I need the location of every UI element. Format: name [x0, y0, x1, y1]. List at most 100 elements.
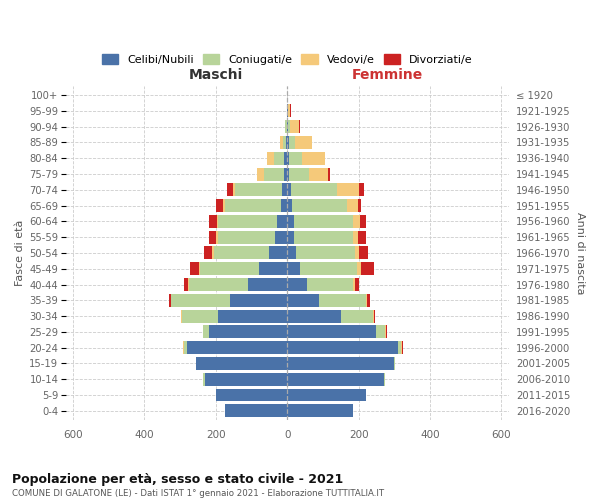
Bar	[281, 199, 287, 212]
Bar	[385, 326, 386, 338]
Bar	[230, 294, 287, 307]
Text: Femmine: Femmine	[352, 68, 423, 82]
Bar	[287, 357, 394, 370]
Bar	[227, 184, 233, 196]
Bar	[200, 262, 259, 275]
Bar	[199, 262, 200, 275]
Bar	[289, 168, 308, 180]
Bar	[275, 230, 287, 243]
Bar	[248, 278, 287, 291]
Text: Popolazione per età, sesso e stato civile - 2021: Popolazione per età, sesso e stato civil…	[12, 472, 343, 486]
Bar	[299, 120, 300, 133]
Bar	[300, 262, 357, 275]
Bar	[287, 199, 292, 212]
Bar	[203, 326, 209, 338]
Bar	[181, 310, 182, 322]
Bar	[307, 278, 353, 291]
Bar	[184, 341, 187, 354]
Bar	[266, 152, 274, 164]
Bar	[293, 215, 353, 228]
Bar	[203, 373, 205, 386]
Bar	[290, 120, 299, 133]
Bar	[359, 246, 368, 260]
Bar	[225, 404, 287, 417]
Bar	[287, 168, 289, 180]
Bar	[284, 168, 287, 180]
Y-axis label: Anni di nascita: Anni di nascita	[575, 212, 585, 294]
Bar	[286, 136, 287, 149]
Bar	[170, 294, 171, 307]
Bar	[205, 373, 287, 386]
Bar	[287, 184, 291, 196]
Bar	[289, 104, 290, 118]
Bar	[341, 310, 373, 322]
Bar	[187, 341, 287, 354]
Bar	[402, 341, 403, 354]
Bar	[289, 136, 295, 149]
Bar	[209, 215, 217, 228]
Bar	[353, 278, 355, 291]
Y-axis label: Fasce di età: Fasce di età	[15, 220, 25, 286]
Bar	[287, 278, 307, 291]
Bar	[401, 341, 402, 354]
Bar	[347, 199, 358, 212]
Bar	[355, 246, 359, 260]
Bar	[383, 373, 385, 386]
Bar	[287, 246, 296, 260]
Bar	[205, 246, 212, 260]
Bar	[171, 294, 230, 307]
Bar	[264, 168, 284, 180]
Bar	[386, 326, 387, 338]
Bar	[291, 184, 337, 196]
Bar	[218, 230, 275, 243]
Bar	[287, 294, 319, 307]
Bar	[282, 184, 287, 196]
Bar	[287, 120, 289, 133]
Bar	[189, 278, 248, 291]
Bar	[218, 310, 287, 322]
Bar	[290, 104, 291, 118]
Bar	[376, 326, 385, 338]
Bar	[274, 152, 284, 164]
Bar	[296, 246, 355, 260]
Bar	[308, 168, 328, 180]
Bar	[218, 215, 277, 228]
Bar	[295, 230, 353, 243]
Bar	[374, 310, 375, 322]
Bar	[182, 310, 218, 322]
Bar	[311, 136, 312, 149]
Bar	[287, 262, 300, 275]
Bar	[357, 262, 361, 275]
Bar	[217, 215, 218, 228]
Bar	[287, 230, 295, 243]
Bar	[183, 341, 184, 354]
Bar	[257, 168, 264, 180]
Bar	[169, 294, 170, 307]
Bar	[209, 230, 216, 243]
Bar	[358, 199, 361, 212]
Bar	[302, 152, 325, 164]
Bar	[286, 120, 287, 133]
Bar	[398, 341, 401, 354]
Bar	[259, 262, 287, 275]
Bar	[361, 262, 374, 275]
Bar	[233, 184, 235, 196]
Bar	[280, 136, 283, 149]
Bar	[214, 246, 269, 260]
Bar	[287, 388, 366, 402]
Legend: Celibi/Nubili, Coniugati/e, Vedovi/e, Divorziati/e: Celibi/Nubili, Coniugati/e, Vedovi/e, Di…	[98, 51, 476, 68]
Bar	[287, 341, 398, 354]
Bar	[277, 215, 287, 228]
Bar	[394, 357, 395, 370]
Bar	[269, 246, 287, 260]
Bar	[287, 326, 376, 338]
Bar	[295, 136, 311, 149]
Bar	[287, 310, 341, 322]
Bar	[190, 262, 199, 275]
Bar	[287, 152, 289, 164]
Bar	[287, 373, 383, 386]
Bar	[289, 120, 290, 133]
Bar	[287, 215, 293, 228]
Bar	[289, 152, 302, 164]
Bar	[287, 404, 353, 417]
